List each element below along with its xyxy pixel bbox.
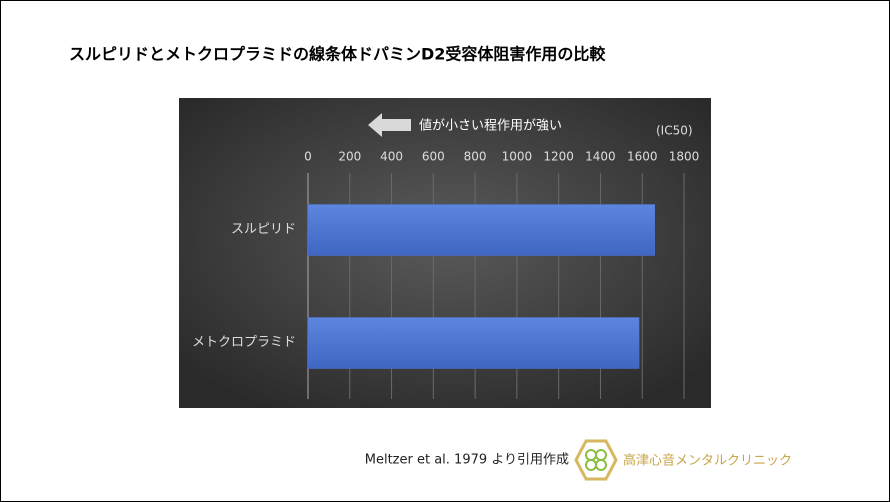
logo-petal <box>585 459 597 471</box>
annotation: 値が小さい程作用が強い <box>419 118 562 134</box>
y-tick-label: スルピリド <box>231 222 296 237</box>
x-tick-label: 800 <box>464 150 487 164</box>
x-tick-label: 600 <box>422 150 445 164</box>
y-tick-label: メトクロプラミド <box>192 335 296 350</box>
logo-text: 高津心音メンタルクリニック <box>623 453 792 469</box>
logo-petal <box>595 459 607 471</box>
slide-title: スルピリドとメトクロプラミドの線条体ドパミンD2受容体阻害作用の比較 <box>69 45 606 64</box>
x-tick-label: 1000 <box>502 150 533 164</box>
x-tick-label: 0 <box>304 150 312 164</box>
source: Meltzer et al. 1979 より引用作成 <box>365 453 569 468</box>
logo-frame <box>574 439 618 481</box>
unit-label: (IC50) <box>656 124 693 138</box>
logo-petal <box>585 449 597 461</box>
x-tick-label: 1400 <box>585 150 616 164</box>
logo <box>574 439 618 481</box>
plot-area: 0 200 400 600 800 1000 1200 1400 1600 1800 スルピリドメト… <box>192 150 700 399</box>
x-tick-label: 200 <box>338 150 361 164</box>
x-tick-label: 1600 <box>627 150 658 164</box>
logo-petal <box>595 449 607 461</box>
bar <box>307 317 640 369</box>
x-tick-label: 1800 <box>669 150 700 164</box>
arrow-icon <box>368 113 411 137</box>
bar <box>307 204 656 256</box>
x-tick-label: 1200 <box>543 150 574 164</box>
x-tick-label: 400 <box>380 150 403 164</box>
